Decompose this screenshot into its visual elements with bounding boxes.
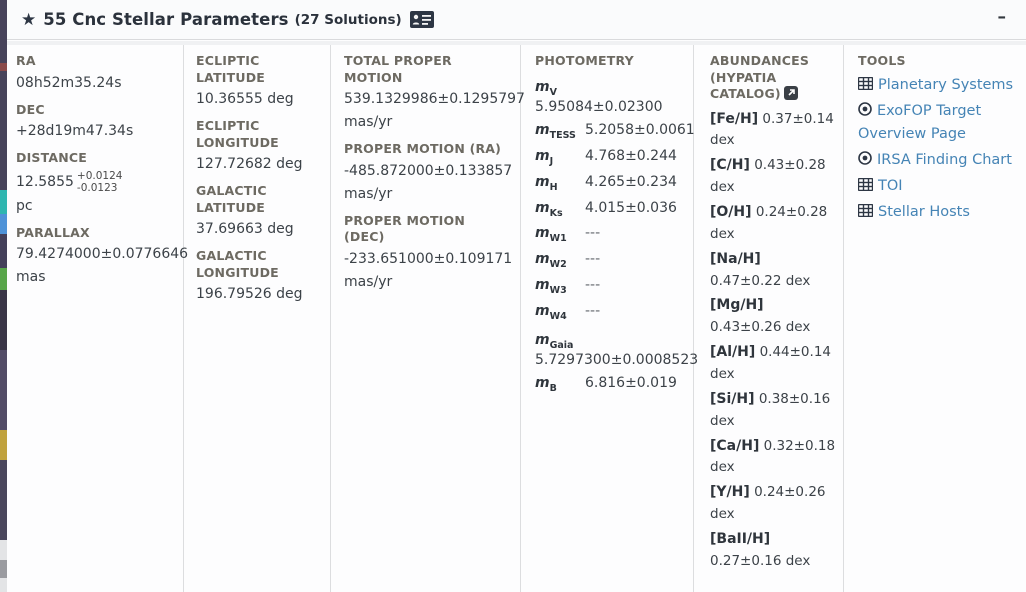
field-value: 196.79526 deg [196, 286, 303, 302]
minimize-button[interactable]: – [997, 7, 1007, 27]
photometry-row: mB 6.816±0.019 [535, 375, 677, 395]
panel-title: 55 Cnc Stellar Parameters [43, 10, 289, 29]
photometry-row: mTESS 5.2058±0.0061 [535, 122, 695, 142]
field-value: -485.872000±0.133857 [344, 162, 513, 179]
field-label: PARALLAX [16, 224, 90, 240]
photometry-row: mGaia 5.7297300±0.0008523 [535, 331, 699, 369]
column-position: RA 08h52m35.24s DEC +28d19m47.34s DISTAN… [16, 53, 189, 296]
field-unit: pc [16, 197, 33, 214]
field-label: RA [16, 53, 36, 68]
photometry-value: 4.015±0.036 [585, 199, 677, 216]
photometry-value: --- [585, 225, 601, 242]
abundance-row: [Al/H] 0.44±0.14 dex [710, 344, 831, 382]
abundance-row: [Si/H] 0.38±0.16 dex [710, 390, 831, 429]
field-value: 12.5855 +0.0124 -0.0123 [16, 169, 123, 194]
id-card-icon[interactable] [409, 11, 434, 28]
column-tools: TOOLS Planetary Systems ExoFOP Target Ov… [858, 53, 1023, 228]
field-label: ECLIPTIC LATITUDE [196, 53, 266, 85]
photometry-value: 5.2058±0.0061 [585, 122, 695, 139]
column-divider [693, 45, 694, 592]
field-label: PROPER MOTION (RA) [344, 141, 502, 156]
photometry-row: mH 4.265±0.234 [535, 173, 677, 193]
abundance-row: [Mg/H] 0.43±0.26 dex [710, 297, 811, 336]
tool-link-exofop[interactable]: ExoFOP Target Overview Page [858, 101, 982, 142]
solutions-count: (27 Solutions) [294, 11, 402, 28]
table-icon [858, 76, 873, 90]
photometry-value: --- [585, 251, 601, 268]
field-label: GALACTIC LONGITUDE [196, 248, 279, 280]
photometry-row: mW2 --- [535, 251, 601, 271]
photometry-row: mJ 4.768±0.244 [535, 148, 677, 167]
tool-link-toi[interactable]: TOI [858, 175, 1023, 198]
abundance-row: [Ca/H] 0.32±0.18 dex [710, 437, 836, 476]
field-label: TOTAL PROPER MOTION [344, 53, 452, 85]
tool-link-planetary-systems[interactable]: Planetary Systems [858, 74, 1023, 97]
section-title: ABUNDANCES (HYPATIA CATALOG) [710, 53, 810, 101]
external-link-icon[interactable] [783, 86, 798, 100]
table-icon [858, 178, 873, 192]
field-value: 127.72682 deg [196, 156, 303, 172]
sidebar-edge [0, 0, 7, 592]
photometry-row: mW1 --- [535, 225, 601, 245]
section-title: TOOLS [858, 53, 906, 68]
stellar-parameters-panel: RA 08h52m35.24s DEC +28d19m47.34s DISTAN… [7, 45, 1026, 592]
abundance-row: [O/H] 0.24±0.28 dex [710, 203, 828, 242]
photometry-value: --- [585, 277, 601, 294]
target-icon [858, 151, 872, 165]
field-unit: mas/yr [344, 273, 393, 290]
photometry-row: mW4 --- [535, 302, 601, 322]
column-divider [520, 45, 521, 592]
abundance-row: [Na/H] 0.47±0.22 dex [710, 250, 811, 289]
field-value: -233.651000±0.109171 [344, 250, 513, 267]
photometry-value: 4.265±0.234 [585, 173, 677, 190]
field-value: 10.36555 deg [196, 91, 294, 107]
field-value: 08h52m35.24s [16, 74, 122, 91]
field-unit: mas/yr [344, 185, 393, 202]
column-divider [843, 45, 844, 592]
photometry-row: mW3 --- [535, 277, 601, 296]
header-gap [7, 41, 1026, 45]
photometry-value: 5.7297300±0.0008523 [535, 352, 699, 369]
table-icon [858, 204, 873, 218]
abundance-row: [Y/H] 0.24±0.26 dex [710, 484, 826, 523]
abundance-row: [C/H] 0.43±0.28 dex [710, 157, 826, 196]
panel-header: ★ 55 Cnc Stellar Parameters (27 Solution… [7, 0, 1026, 40]
column-abundances: ABUNDANCES (HYPATIA CATALOG) [Fe/H] 0.37… [710, 53, 836, 575]
photometry-value: 6.816±0.019 [585, 375, 677, 392]
abundance-row: [Fe/H] 0.37±0.14 dex [710, 110, 834, 149]
field-value: 79.4274000±0.0776646 [16, 246, 189, 263]
column-coordinates: ECLIPTIC LATITUDE 10.36555 deg ECLIPTIC … [196, 53, 322, 313]
field-label: DISTANCE [16, 150, 88, 165]
photometry-value: 5.95084±0.02300 [535, 99, 663, 116]
field-label: GALACTIC LATITUDE [196, 183, 267, 215]
column-photometry: PHOTOMETRY mV 5.95084±0.02300 mTESS 5.20… [535, 53, 699, 401]
column-proper-motion: TOTAL PROPER MOTION 539.1329986±0.129579… [344, 53, 525, 301]
photometry-value: 4.768±0.244 [585, 148, 677, 165]
section-title: PHOTOMETRY [535, 53, 634, 68]
tool-link-irsa-finding-chart[interactable]: IRSA Finding Chart [858, 149, 1023, 172]
column-divider [183, 45, 184, 592]
target-icon [858, 101, 872, 116]
column-divider [330, 45, 331, 592]
abundance-row: [BaII/H] 0.27±0.16 dex [710, 530, 811, 569]
field-value: +28d19m47.34s [16, 123, 134, 139]
photometry-value: --- [585, 302, 601, 319]
photometry-row: mV 5.95084±0.02300 [535, 76, 687, 116]
favorite-star-icon[interactable]: ★ [21, 9, 37, 30]
field-value: 539.1329986±0.1295797 [344, 91, 525, 107]
field-label: PROPER MOTION (DEC) [344, 212, 466, 245]
field-label: ECLIPTIC LONGITUDE [196, 118, 279, 150]
field-unit: mas [16, 269, 46, 286]
field-unit: mas/yr [344, 114, 393, 130]
uncertainty-stack: +0.0124 -0.0123 [76, 169, 123, 194]
tool-link-stellar-hosts[interactable]: Stellar Hosts [858, 201, 1023, 224]
field-label: DEC [16, 101, 45, 117]
field-value: 37.69663 deg [196, 221, 294, 237]
photometry-row: mKs 4.015±0.036 [535, 199, 677, 219]
